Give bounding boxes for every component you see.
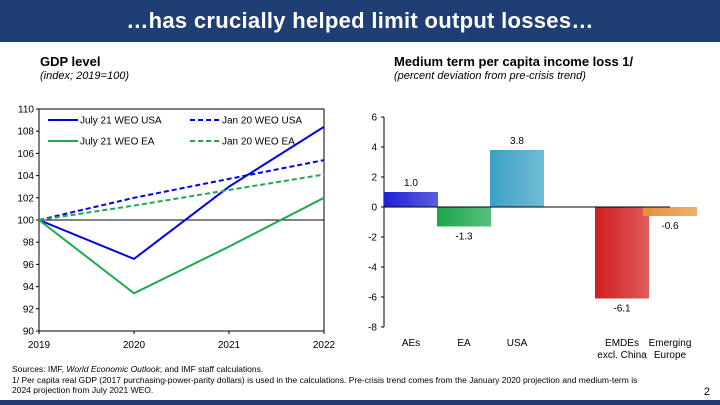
footnote-line-2: 2024 projection from July 2021 WEO. bbox=[12, 385, 154, 395]
income-chart-subtitle: (percent deviation from pre-crisis trend… bbox=[394, 70, 586, 82]
gdp-y-tick-label: 102 bbox=[17, 193, 34, 204]
gdp-series-line-2 bbox=[38, 196, 325, 295]
gdp-y-tick-label: 94 bbox=[23, 282, 35, 293]
gdp-x-tick-label: 2022 bbox=[313, 340, 336, 351]
gdp-x-tick-label: 2019 bbox=[28, 340, 51, 351]
gdp-series-line-3 bbox=[38, 173, 325, 221]
gdp-y-tick-label: 98 bbox=[23, 238, 35, 249]
gdp-chart-subtitle: (index; 2019=100) bbox=[40, 70, 129, 82]
title-banner: …has crucially helped limit output losse… bbox=[0, 0, 720, 45]
income-y-tick-label: -2 bbox=[368, 233, 377, 244]
income-category-label: Europe bbox=[654, 350, 687, 361]
income-bar bbox=[595, 207, 649, 299]
gdp-y-tick-label: 106 bbox=[17, 149, 34, 160]
income-bar bbox=[490, 150, 544, 207]
income-bar bbox=[437, 207, 491, 227]
gdp-y-tick-label: 96 bbox=[23, 260, 35, 271]
gdp-x-tick-label: 2020 bbox=[123, 340, 146, 351]
income-y-tick-label: 0 bbox=[371, 203, 377, 214]
income-bar bbox=[384, 192, 438, 207]
slide-title: …has crucially helped limit output losse… bbox=[126, 8, 594, 33]
income-bar-value-label: -1.3 bbox=[455, 232, 473, 243]
income-y-tick-label: -4 bbox=[368, 263, 377, 274]
income-bar-value-label: -6.1 bbox=[613, 304, 631, 315]
income-category-label: USA bbox=[507, 338, 528, 349]
income-category-label: EMDEs bbox=[605, 338, 639, 349]
gdp-legend-label: July 21 WEO USA bbox=[80, 116, 162, 127]
gdp-series-line-1 bbox=[38, 159, 325, 221]
gdp-x-tick-label: 2021 bbox=[218, 340, 241, 351]
income-chart-title: Medium term per capita income loss 1/ bbox=[394, 54, 634, 69]
gdp-chart-title: GDP level bbox=[40, 54, 101, 69]
footnote-line-1: 1/ Per capita real GDP (2017 purchasing-… bbox=[12, 374, 638, 385]
bottom-bar bbox=[0, 400, 720, 405]
gdp-y-tick-label: 104 bbox=[17, 171, 34, 182]
gdp-y-tick-label: 92 bbox=[23, 304, 35, 315]
income-category-label: EA bbox=[457, 338, 471, 349]
income-y-tick-label: 4 bbox=[371, 143, 377, 154]
gdp-legend-label: Jan 20 WEO EA bbox=[222, 137, 295, 148]
gdp-y-tick-label: 108 bbox=[17, 127, 34, 138]
gdp-y-tick-label: 110 bbox=[18, 105, 34, 116]
income-y-tick-label: 2 bbox=[371, 173, 377, 184]
income-bar-value-label: 3.8 bbox=[510, 136, 524, 147]
gdp-legend-label: Jan 20 WEO USA bbox=[222, 116, 302, 127]
source-notes: Sources: IMF, World Economic Outlook; an… bbox=[12, 364, 702, 396]
income-bar bbox=[643, 207, 697, 216]
income-category-label: Emerging bbox=[649, 338, 692, 349]
income-y-tick-label: -8 bbox=[368, 323, 377, 334]
sources-line: Sources: IMF, World Economic Outlook; an… bbox=[12, 364, 264, 374]
income-category-label: AEs bbox=[402, 338, 420, 349]
income-y-tick-label: -6 bbox=[368, 293, 377, 304]
gdp-y-tick-label: 100 bbox=[17, 216, 34, 227]
gdp-series-line-0 bbox=[38, 125, 325, 261]
gdp-y-tick-label: 90 bbox=[23, 327, 35, 338]
gdp-legend-label: July 21 WEO EA bbox=[80, 137, 155, 148]
income-y-tick-label: 6 bbox=[371, 113, 377, 124]
income-bar-value-label: -0.6 bbox=[661, 221, 679, 232]
page-number: 2 bbox=[703, 386, 710, 398]
income-bar-value-label: 1.0 bbox=[404, 178, 418, 189]
income-category-label: excl. China bbox=[597, 350, 647, 361]
